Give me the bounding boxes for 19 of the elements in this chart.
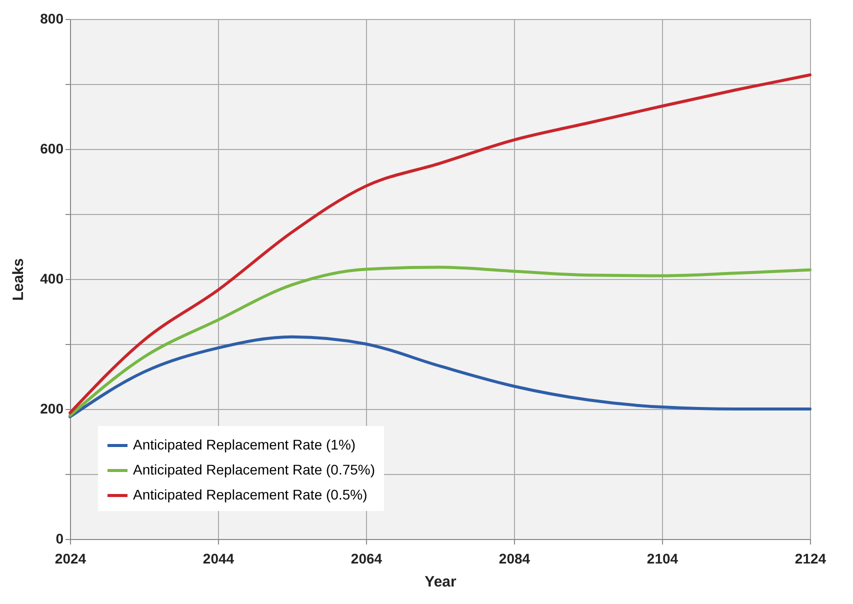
y-tick-label: 200 (40, 400, 64, 416)
x-tick-label: 2064 (350, 550, 382, 566)
legend-label: Anticipated Replacement Rate (0.5%) (133, 486, 368, 502)
y-tick-label: 600 (40, 140, 64, 156)
x-tick-label: 2024 (54, 550, 86, 566)
y-tick-label: 800 (40, 10, 64, 26)
y-tick-label: 0 (56, 530, 64, 546)
legend-label: Anticipated Replacement Rate (1%) (133, 436, 356, 452)
x-tick-label: 2084 (498, 550, 530, 566)
x-axis-title: Year (424, 574, 457, 590)
y-axis-title: Leaks (10, 258, 28, 301)
line-series (68, 266, 812, 417)
x-tick-label: 2124 (794, 550, 826, 566)
y-tick-label: 400 (40, 270, 64, 286)
line-series (68, 73, 812, 414)
line-series (68, 335, 812, 418)
legend-label: Anticipated Replacement Rate (0.75%) (133, 462, 376, 478)
x-tick-label: 2044 (202, 550, 234, 566)
x-tick-label: 2104 (646, 550, 678, 566)
